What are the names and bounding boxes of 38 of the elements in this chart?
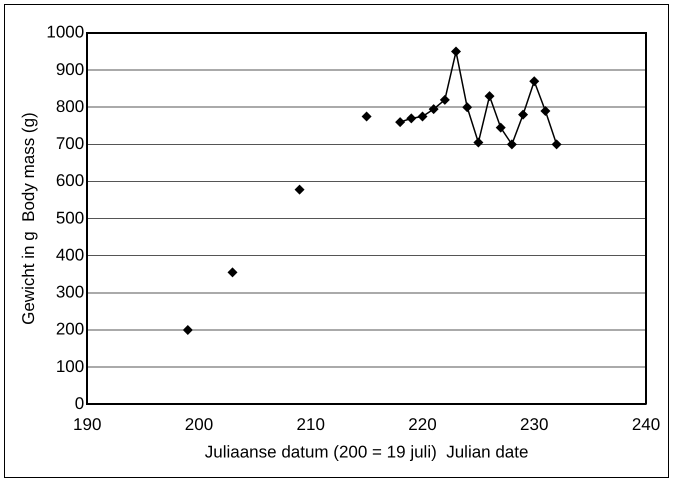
x-tick-label: 240 [632,415,660,434]
point [518,110,528,120]
point [540,106,550,116]
point [294,184,305,195]
point [428,104,439,114]
point [451,46,462,57]
x-axis-title: Juliaanse datum (200 = 19 juli) Julian date [204,442,528,462]
x-tick-label: 200 [184,415,214,434]
y-tick-label: 500 [56,208,84,228]
point [496,122,506,133]
x-tick-label: 230 [520,415,548,434]
point [182,324,193,335]
point [473,138,484,148]
point [395,117,406,128]
point [228,267,238,278]
x-tick-label: 190 [73,415,102,434]
point [462,102,472,112]
point [362,112,372,122]
y-axis-title: Gewicht in g Body mass (g) [18,112,38,325]
y-tick-label: 400 [56,245,84,264]
y-tick-label: 600 [56,171,84,190]
y-tick-label: 1000 [46,22,84,42]
y-tick-label: 300 [56,282,84,302]
y-tick-label: 100 [56,356,84,376]
point [406,113,416,124]
point [529,76,540,86]
point [484,91,495,102]
point [552,139,562,150]
point [440,94,450,105]
y-tick-label: 800 [56,96,84,116]
point [506,139,517,150]
y-tick-label: 0 [74,394,84,413]
x-tick-label: 210 [296,415,325,434]
y-tick-label: 700 [56,134,84,154]
y-tick-label: 200 [56,320,84,339]
y-tick-label: 900 [56,60,84,79]
point [417,112,428,122]
x-tick-label: 220 [408,415,437,434]
